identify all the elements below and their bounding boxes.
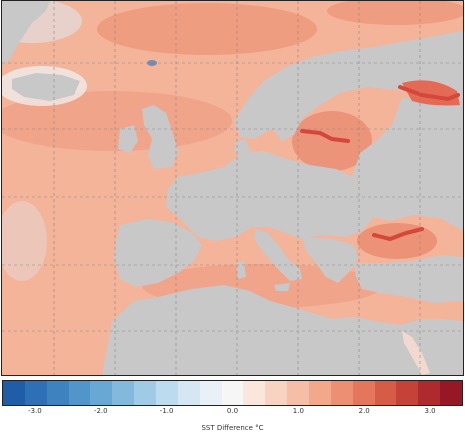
graticule-grid: [2, 1, 463, 375]
denmark-landmass: [234, 139, 250, 157]
turkey-landmass: [354, 255, 463, 303]
europe-mainland: [166, 151, 374, 241]
hotspot-white-sea: [398, 85, 460, 102]
colorbar-segment: [243, 381, 266, 405]
colorbar-segment: [287, 381, 310, 405]
great-britain-landmass: [142, 105, 178, 169]
warm-anomaly-barents: [327, 1, 463, 25]
sicily-landmass: [274, 283, 290, 291]
colorbar-tick-label: 0.0: [226, 407, 239, 415]
colorbar-segment: [440, 381, 463, 405]
warm-anomaly-north-sea-high: [97, 3, 317, 55]
colorbar-segment: [46, 381, 69, 405]
sst-map: [2, 1, 463, 375]
russia-landmass: [352, 31, 463, 231]
north-africa-landmass: [102, 285, 463, 375]
hotspot-markings: [300, 85, 460, 242]
colorbar-segment: [418, 381, 441, 405]
colorbar-segment: [374, 381, 397, 405]
hotspot-baltic: [300, 129, 350, 143]
colorbar: [2, 380, 463, 406]
map-panel: [1, 0, 464, 376]
colorbar-segment: [330, 381, 353, 405]
colorbar-tick-label: -2.0: [93, 407, 108, 415]
colorbar-segment: [352, 381, 375, 405]
sardinia-landmass: [236, 261, 246, 279]
warm-anomaly-atlantic: [2, 91, 232, 151]
colorbar-segment: [3, 381, 25, 405]
colorbar-segment: [221, 381, 244, 405]
colorbar-segment: [177, 381, 200, 405]
colorbar-segment: [90, 381, 113, 405]
balkans-landmass: [302, 237, 358, 283]
colorbar-tick-label: -1.0: [159, 407, 174, 415]
red-sea-inlet: [402, 331, 430, 375]
iberia-landmass: [114, 219, 202, 287]
colorbar-tick-label: -3.0: [28, 407, 42, 415]
scandinavia-landmass: [234, 47, 422, 141]
cool-anomaly-west: [2, 201, 47, 281]
colorbar-segment: [68, 381, 91, 405]
colorbar-segment: [265, 381, 288, 405]
colorbar-segment: [309, 381, 331, 405]
colorbar-tick-label: 3.0: [424, 407, 436, 415]
colorbar-tick-label: 1.0: [292, 407, 304, 415]
ireland-landmass: [118, 125, 138, 153]
colorbar-segment: [199, 381, 222, 405]
italy-landmass: [254, 229, 302, 281]
colorbar-label: SST Difference °C: [201, 424, 264, 432]
hotspot-black-sea: [372, 227, 424, 242]
warm-anomaly-black-sea: [357, 223, 437, 259]
colorbar-segment: [396, 381, 419, 405]
iceland-landmass: [12, 73, 80, 101]
landmasses: [2, 1, 463, 375]
colorbar-segment: [156, 381, 178, 405]
colorbar-ticks: -3.0 -2.0 -1.0 0.0 1.0 2.0 3.0: [2, 407, 463, 421]
greenland-landmass: [2, 1, 50, 65]
colorbar-segment: [112, 381, 135, 405]
colorbar-segment: [134, 381, 157, 405]
colorbar-segment: [24, 381, 47, 405]
colorbar-tick-label: 2.0: [358, 407, 370, 415]
